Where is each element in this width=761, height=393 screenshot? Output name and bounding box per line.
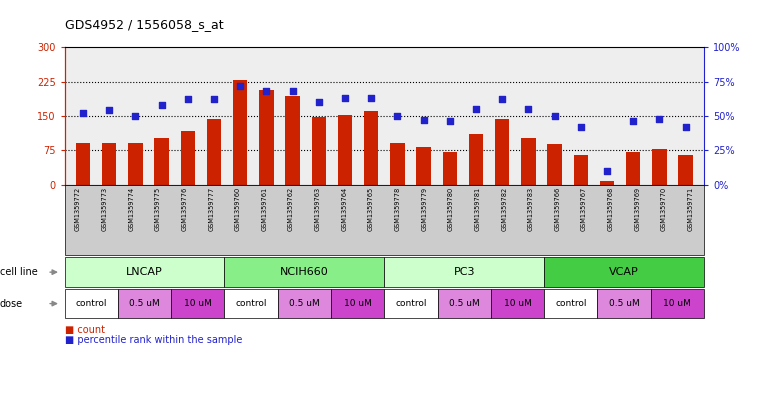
Bar [285,96,300,185]
Text: cell line: cell line [0,267,38,277]
Point [208,96,220,103]
Text: GSM1359764: GSM1359764 [342,187,347,231]
Bar [626,152,641,185]
Text: 10 uM: 10 uM [344,299,371,308]
Point [129,113,142,119]
Bar [233,80,247,185]
Point [444,118,456,125]
Bar [311,117,326,185]
Text: GSM1359763: GSM1359763 [315,187,320,231]
Text: GSM1359778: GSM1359778 [395,187,400,231]
Bar [76,143,91,185]
Text: 10 uM: 10 uM [184,299,212,308]
Point [234,83,247,89]
Text: GSM1359769: GSM1359769 [635,187,640,231]
Point [365,95,377,101]
Text: GSM1359767: GSM1359767 [581,187,587,231]
Text: GSM1359773: GSM1359773 [102,187,107,231]
Point [653,116,665,122]
Text: GSM1359774: GSM1359774 [129,187,134,231]
Text: ■ percentile rank within the sample: ■ percentile rank within the sample [65,335,242,345]
Text: GSM1359770: GSM1359770 [661,187,667,231]
Point [339,95,351,101]
Bar [260,90,274,185]
Point [627,118,639,125]
Text: GSM1359781: GSM1359781 [475,187,480,231]
Bar [154,138,169,185]
Text: control: control [235,299,267,308]
Bar [574,155,588,185]
Bar [207,119,221,185]
Bar [443,152,457,185]
Text: ■ count: ■ count [65,325,105,335]
Point [418,117,430,123]
Text: GSM1359765: GSM1359765 [368,187,374,231]
Bar [521,138,536,185]
Point [549,113,561,119]
Text: GSM1359761: GSM1359761 [262,187,267,231]
Bar [390,143,405,185]
Bar [338,115,352,185]
Point [391,113,403,119]
Bar [652,149,667,185]
Text: LNCAP: LNCAP [126,267,163,277]
Text: control: control [75,299,107,308]
Text: NCIH660: NCIH660 [280,267,329,277]
Text: GSM1359783: GSM1359783 [528,187,533,231]
Point [496,96,508,103]
Bar [469,134,483,185]
Bar [678,155,693,185]
Text: GSM1359768: GSM1359768 [608,187,613,231]
Text: 10 uM: 10 uM [664,299,691,308]
Text: 10 uM: 10 uM [504,299,531,308]
Text: control: control [555,299,587,308]
Point [155,102,167,108]
Text: GSM1359762: GSM1359762 [288,187,294,231]
Text: GSM1359777: GSM1359777 [209,187,214,231]
Text: GSM1359776: GSM1359776 [182,187,187,231]
Point [575,124,587,130]
Point [77,110,89,116]
Point [103,107,116,114]
Text: 0.5 uM: 0.5 uM [129,299,160,308]
Point [680,124,692,130]
Point [313,99,325,105]
Text: GSM1359772: GSM1359772 [75,187,81,231]
Bar [102,143,116,185]
Bar [600,181,614,185]
Text: 0.5 uM: 0.5 uM [609,299,639,308]
Text: GSM1359779: GSM1359779 [422,187,427,231]
Bar [416,147,431,185]
Text: PC3: PC3 [454,267,475,277]
Point [470,106,482,112]
Text: GSM1359766: GSM1359766 [555,187,560,231]
Point [287,88,299,94]
Text: GDS4952 / 1556058_s_at: GDS4952 / 1556058_s_at [65,18,223,31]
Text: GSM1359782: GSM1359782 [501,187,507,231]
Point [260,88,272,94]
Text: 0.5 uM: 0.5 uM [449,299,479,308]
Point [601,168,613,174]
Bar [128,143,142,185]
Text: GSM1359780: GSM1359780 [448,187,454,231]
Text: GSM1359775: GSM1359775 [155,187,161,231]
Bar [180,130,195,185]
Text: GSM1359771: GSM1359771 [688,187,693,231]
Text: GSM1359760: GSM1359760 [235,187,240,231]
Bar [495,119,509,185]
Text: control: control [395,299,427,308]
Bar [364,111,378,185]
Text: 0.5 uM: 0.5 uM [289,299,320,308]
Bar [547,144,562,185]
Point [182,96,194,103]
Text: dose: dose [0,299,23,309]
Point [522,106,534,112]
Text: VCAP: VCAP [609,267,639,277]
